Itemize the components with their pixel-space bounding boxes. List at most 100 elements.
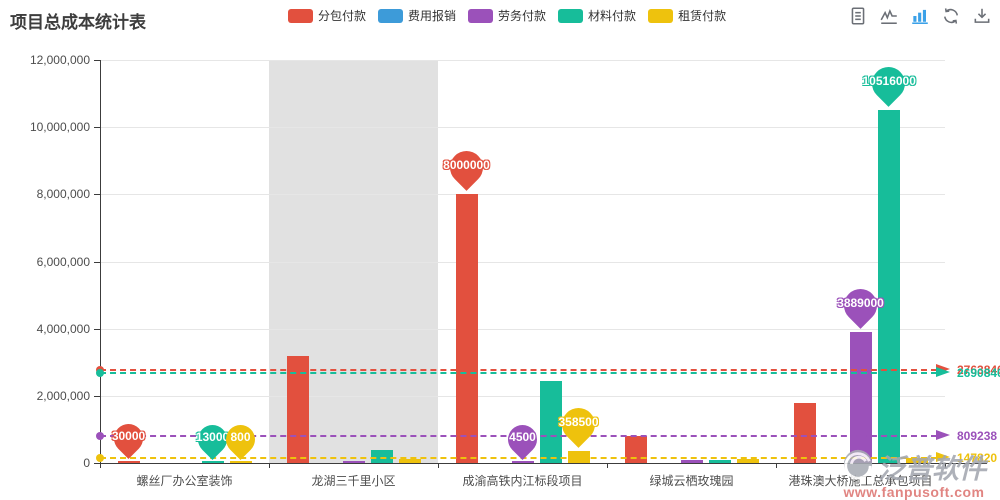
legend-label: 分包付款 xyxy=(318,9,367,23)
markpoint-pin: 4500 xyxy=(500,418,546,463)
y-axis-tick xyxy=(94,127,100,129)
x-axis-category-label: 龙湖三千里小区 xyxy=(311,474,396,488)
grid-line xyxy=(100,60,945,61)
legend-item-expense-reimbursement[interactable]: 费用报销 xyxy=(378,7,456,24)
y-axis-line xyxy=(100,60,101,463)
markline-arrow xyxy=(936,429,950,440)
fanpu-logo-icon xyxy=(842,448,874,485)
y-axis-tick-label: 8,000,000 xyxy=(36,187,90,202)
legend-label: 租赁付款 xyxy=(678,9,727,23)
markpoint-value-label: 800 xyxy=(230,429,251,444)
markpoint-value-label: 13000 xyxy=(195,429,230,444)
grid-line xyxy=(100,127,945,129)
legend-label: 劳务付款 xyxy=(498,9,547,23)
x-axis-tick xyxy=(438,463,439,468)
grid-line xyxy=(100,261,945,263)
markpoint-pin: 800 xyxy=(218,418,264,463)
bar-rental-payment-4[interactable] xyxy=(905,458,928,463)
y-axis-tick-label: 10,000,000 xyxy=(29,120,90,135)
bar-material-payment-2[interactable] xyxy=(539,380,562,463)
x-axis-tick xyxy=(100,463,101,468)
markpoint-value-label: 4500 xyxy=(509,429,536,444)
x-axis-category-label: 成渝高铁内江标段项目 xyxy=(462,474,583,488)
markline-start-dot xyxy=(96,368,104,377)
legend-swatch xyxy=(378,8,404,23)
y-axis-tick-label: 0 xyxy=(83,456,90,470)
average-markline xyxy=(100,371,937,374)
bar-material-payment-4[interactable] xyxy=(877,109,900,463)
markline-value-label: 809238 xyxy=(957,428,998,443)
x-axis-category-label: 绿城云栖玫瑰园 xyxy=(649,474,734,488)
markpoint-value-label: 8000000 xyxy=(443,158,490,173)
x-axis-line xyxy=(100,463,987,464)
markpoint-value-label: 30000 xyxy=(111,428,146,443)
legend-swatch xyxy=(558,8,584,23)
x-axis-tick xyxy=(776,463,777,468)
bar-material-payment-1[interactable] xyxy=(370,449,393,463)
watermark-url: www.fanpusoft.com xyxy=(843,484,985,500)
bar-subcontract-payment-2[interactable] xyxy=(455,194,478,463)
legend-label: 材料付款 xyxy=(588,9,637,23)
legend-swatch xyxy=(288,8,313,23)
chart-toolbox xyxy=(848,6,992,26)
y-axis-tick xyxy=(94,60,100,61)
bar-labor-payment-2[interactable] xyxy=(511,461,534,463)
y-axis-tick xyxy=(94,463,100,464)
bar-subcontract-payment-0[interactable] xyxy=(117,461,140,463)
bar-labor-payment-4[interactable] xyxy=(849,332,872,463)
markpoint-value-label: 358500 xyxy=(558,414,599,429)
grid-line xyxy=(100,395,945,397)
legend-swatch xyxy=(648,8,674,23)
markline-value-label: 147820 xyxy=(957,451,998,466)
bar-rental-payment-2[interactable] xyxy=(567,450,590,463)
markpoint-pin: 10516000 xyxy=(862,59,916,110)
y-axis-tick xyxy=(94,395,100,397)
bar-labor-payment-1[interactable] xyxy=(342,460,365,463)
y-axis-tick xyxy=(94,194,100,196)
download-icon[interactable] xyxy=(972,6,992,26)
y-axis-tick-label: 2,000,000 xyxy=(36,388,90,403)
y-axis-tick-label: 12,000,000 xyxy=(29,53,90,67)
y-axis-tick-label: 6,000,000 xyxy=(36,254,90,269)
legend-item-labor-payment[interactable]: 劳务付款 xyxy=(468,7,546,24)
markline-value-label: 2690840 xyxy=(957,365,1000,380)
markpoint-value-label: 10516000 xyxy=(862,73,916,88)
legend-item-material-payment[interactable]: 材料付款 xyxy=(558,7,636,24)
bar-rental-payment-0[interactable] xyxy=(229,461,252,463)
data-view-icon[interactable] xyxy=(848,6,868,26)
grid-line xyxy=(100,328,945,330)
bar-material-payment-3[interactable] xyxy=(708,460,731,463)
average-markline xyxy=(100,457,937,460)
line-chart-icon[interactable] xyxy=(879,6,899,26)
legend-item-rental-payment[interactable]: 租赁付款 xyxy=(648,7,726,24)
legend: 分包付款 费用报销 劳务付款 材料付款 租赁付款 xyxy=(288,7,726,24)
bar-chart-icon[interactable] xyxy=(910,6,930,26)
y-axis-tick xyxy=(94,261,100,263)
x-axis-tick xyxy=(945,463,946,468)
markpoint-pin: 13000 xyxy=(190,418,236,463)
watermark-brand: 泛普软件 xyxy=(878,454,986,484)
watermark: 泛普软件 www.fanpusoft.com xyxy=(830,447,998,500)
bar-material-payment-0[interactable] xyxy=(201,461,224,463)
restore-icon[interactable] xyxy=(941,6,961,26)
bar-rental-payment-3[interactable] xyxy=(736,458,759,463)
legend-label: 费用报销 xyxy=(408,9,457,23)
markline-arrow xyxy=(936,452,950,463)
bar-rental-payment-1[interactable] xyxy=(398,458,421,463)
markline-arrow xyxy=(936,366,950,377)
markline-start-dot xyxy=(96,431,104,440)
markpoint-pin: 8000000 xyxy=(441,144,493,194)
markpoint-pin: 30000 xyxy=(106,417,152,462)
bar-subcontract-payment-4[interactable] xyxy=(793,402,816,463)
y-axis-tick xyxy=(94,328,100,330)
bar-subcontract-payment-3[interactable] xyxy=(624,436,647,463)
x-axis-tick xyxy=(269,463,270,468)
x-axis-category-label: 螺丝厂办公室装饰 xyxy=(136,474,233,488)
bar-labor-payment-3[interactable] xyxy=(680,459,703,463)
markline-value-label: 2763840 xyxy=(957,363,1000,378)
markpoint-value-label: 3889000 xyxy=(837,296,884,311)
legend-item-subcontract-payment[interactable]: 分包付款 xyxy=(288,7,366,24)
grid-line xyxy=(100,194,945,196)
